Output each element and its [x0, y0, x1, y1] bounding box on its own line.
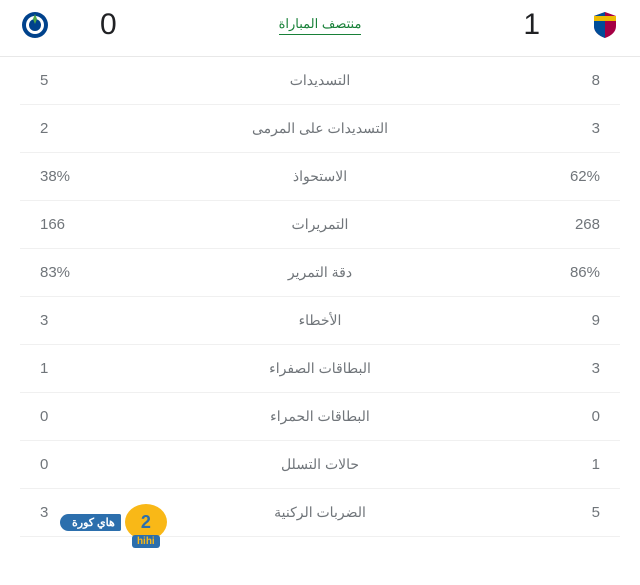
stat-home-value: 0 — [540, 408, 600, 425]
stat-home-value: 3 — [540, 360, 600, 377]
stat-row: 86%دقة التمرير83% — [20, 249, 620, 297]
watermark-text: هاي كورة — [60, 514, 121, 531]
away-side: 0 — [20, 8, 279, 42]
stat-home-value: 62% — [540, 168, 600, 185]
away-team-badge[interactable] — [20, 10, 50, 40]
stat-home-value: 8 — [540, 72, 600, 89]
stat-home-value: 9 — [540, 312, 600, 329]
watermark-badge-icon: 2 hihi — [125, 504, 167, 540]
home-team-badge[interactable] — [590, 10, 620, 40]
stat-home-value: 1 — [540, 456, 600, 473]
stat-row: 0البطاقات الحمراء0 — [20, 393, 620, 441]
watermark: 2 hihi هاي كورة — [60, 504, 167, 540]
stat-home-value: 3 — [540, 120, 600, 137]
stat-away-value: 83% — [40, 264, 100, 281]
stat-away-value: 5 — [40, 72, 100, 89]
match-header: 1 منتصف المباراة 0 — [0, 0, 640, 57]
stat-row: 268التمريرات166 — [20, 201, 620, 249]
stat-home-value: 86% — [540, 264, 600, 281]
stat-label: التمريرات — [100, 216, 540, 233]
stat-label: البطاقات الحمراء — [100, 408, 540, 425]
stat-label: البطاقات الصفراء — [100, 360, 540, 377]
stat-label: التسديدات على المرمى — [100, 120, 540, 137]
stat-away-value: 2 — [40, 120, 100, 137]
away-score: 0 — [100, 8, 117, 42]
watermark-brand: hihi — [132, 535, 160, 548]
stat-away-value: 0 — [40, 456, 100, 473]
match-status[interactable]: منتصف المباراة — [279, 16, 362, 35]
stat-home-value: 268 — [540, 216, 600, 233]
stat-row: 62%الاستحواذ38% — [20, 153, 620, 201]
stat-label: التسديدات — [100, 72, 540, 89]
stat-label: حالات التسلل — [100, 456, 540, 473]
stat-away-value: 38% — [40, 168, 100, 185]
stat-row: 1حالات التسلل0 — [20, 441, 620, 489]
stat-label: الأخطاء — [100, 312, 540, 329]
stat-label: دقة التمرير — [100, 264, 540, 281]
stat-label: الاستحواذ — [100, 168, 540, 185]
stat-row: 3التسديدات على المرمى2 — [20, 105, 620, 153]
stat-row: 8التسديدات5 — [20, 57, 620, 105]
home-score: 1 — [523, 8, 540, 42]
stats-list: 8التسديدات53التسديدات على المرمى262%الاس… — [0, 57, 640, 537]
stat-away-value: 166 — [40, 216, 100, 233]
stat-row: 3البطاقات الصفراء1 — [20, 345, 620, 393]
home-side: 1 — [361, 8, 620, 42]
stat-away-value: 0 — [40, 408, 100, 425]
stat-away-value: 3 — [40, 312, 100, 329]
stat-row: 9الأخطاء3 — [20, 297, 620, 345]
stat-away-value: 1 — [40, 360, 100, 377]
stat-home-value: 5 — [540, 504, 600, 521]
watermark-number: 2 — [141, 512, 151, 533]
